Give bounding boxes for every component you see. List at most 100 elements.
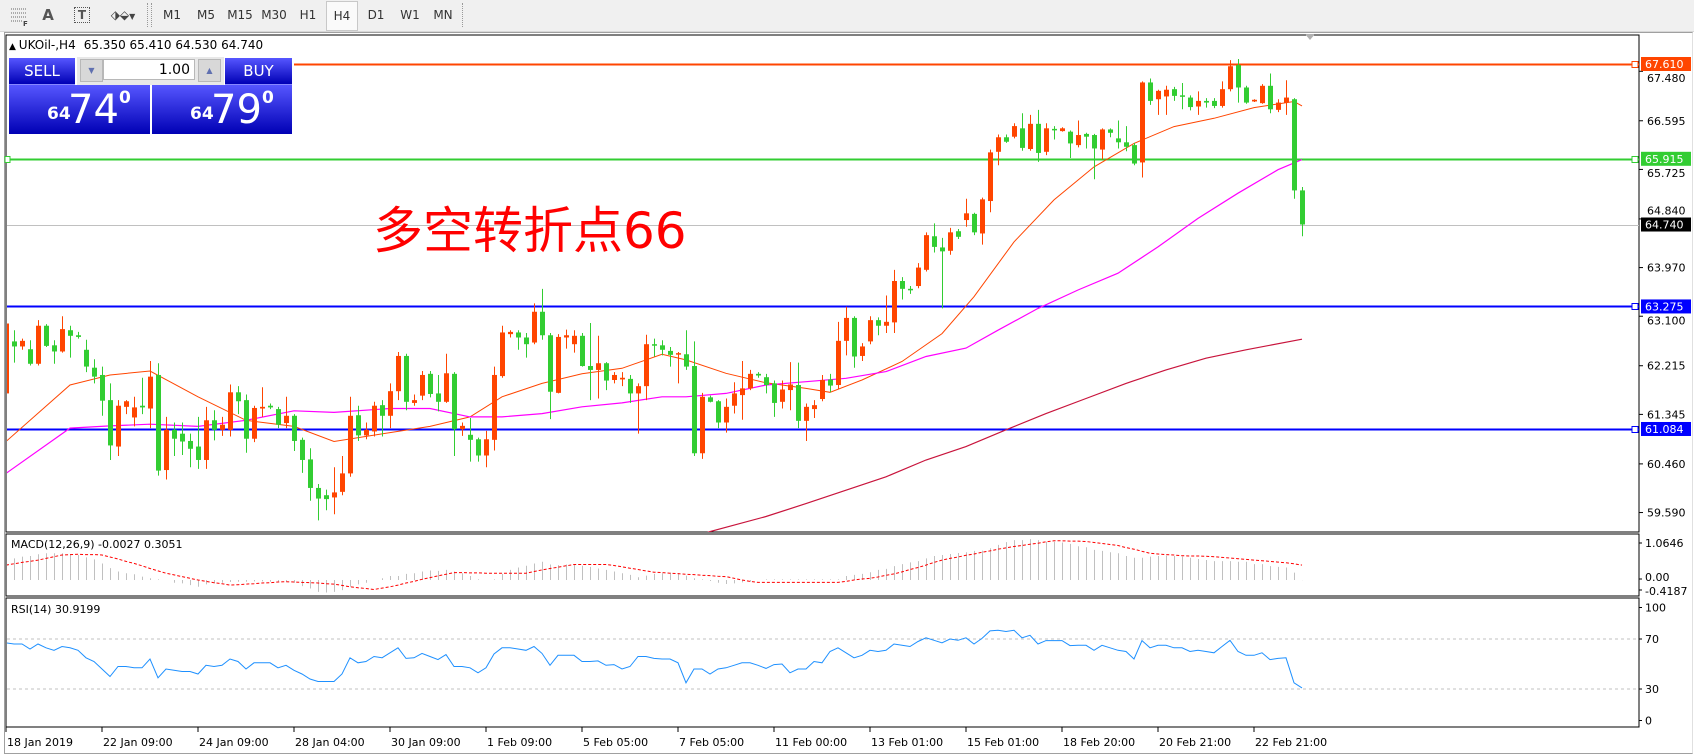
price-tick-label: 63.100 bbox=[1647, 314, 1686, 327]
candle-body bbox=[524, 337, 529, 345]
timeframe-h1[interactable]: H1 bbox=[299, 8, 317, 22]
candle bbox=[1164, 85, 1169, 115]
lot-input[interactable]: 1.00 bbox=[103, 59, 195, 80]
candle bbox=[1236, 58, 1241, 103]
line-handle[interactable] bbox=[1631, 156, 1639, 163]
candle-body bbox=[812, 405, 817, 410]
lot-stepper: ▼ 1.00 ▲ bbox=[77, 57, 224, 85]
buy-button[interactable]: BUY bbox=[225, 58, 292, 85]
line-handle[interactable] bbox=[4, 156, 11, 163]
candle bbox=[1228, 60, 1233, 92]
candle-body bbox=[1076, 135, 1081, 146]
sell-price-sup: 0 bbox=[119, 88, 131, 108]
candle bbox=[228, 384, 233, 437]
candle bbox=[860, 343, 865, 361]
timeframe-mn[interactable]: MN bbox=[433, 8, 453, 22]
candle bbox=[828, 373, 833, 393]
chart-shift-icon[interactable] bbox=[1305, 34, 1315, 40]
timeframe-d1[interactable]: D1 bbox=[367, 8, 385, 22]
line-handle[interactable] bbox=[1631, 303, 1639, 310]
candle-body bbox=[772, 383, 777, 403]
text-label-icon[interactable]: T bbox=[72, 4, 92, 26]
candle bbox=[468, 418, 473, 462]
candle bbox=[1060, 127, 1065, 132]
rsi-axis-label: 70 bbox=[1645, 633, 1659, 646]
sell-price-button[interactable]: 64 74 0 bbox=[9, 85, 150, 134]
price-tick-label: 61.345 bbox=[1647, 408, 1686, 421]
timeframe-h4[interactable]: H4 bbox=[326, 1, 358, 31]
price-tick-label: 63.970 bbox=[1647, 262, 1686, 275]
candle-body bbox=[580, 335, 585, 367]
text-icon[interactable]: A bbox=[42, 6, 54, 24]
fibonacci-grid-icon[interactable]: F bbox=[6, 4, 32, 28]
candle bbox=[548, 333, 553, 420]
candle-body bbox=[676, 353, 681, 355]
candle bbox=[772, 380, 777, 417]
candle-body bbox=[7, 323, 9, 394]
arrows-icon[interactable]: ⬗⬙▼ bbox=[104, 4, 142, 26]
candle-body bbox=[220, 424, 225, 430]
toolbar-grip[interactable] bbox=[151, 3, 152, 27]
time-label: 11 Feb 00:00 bbox=[775, 736, 847, 749]
candle-body bbox=[292, 415, 297, 441]
chevron-down-icon[interactable]: ▼ bbox=[129, 12, 136, 21]
candle-body bbox=[1156, 90, 1161, 100]
candle-body bbox=[12, 341, 17, 347]
line-handle[interactable] bbox=[1631, 61, 1639, 68]
candle-body bbox=[868, 320, 873, 342]
timeframe-m1[interactable]: M1 bbox=[163, 8, 181, 22]
timeframe-m15[interactable]: M15 bbox=[227, 8, 253, 22]
candle bbox=[900, 277, 905, 300]
candle-body bbox=[1172, 89, 1177, 96]
candle bbox=[292, 414, 297, 452]
price-level-label: 64.740 bbox=[1645, 219, 1684, 232]
lot-decrease-button[interactable]: ▼ bbox=[80, 59, 103, 82]
price-tick-label: 62.215 bbox=[1647, 360, 1686, 373]
timeframe-m30[interactable]: M30 bbox=[261, 8, 287, 22]
candle-body bbox=[788, 384, 793, 391]
candle-body bbox=[820, 379, 825, 400]
price-tick-label: 66.595 bbox=[1647, 115, 1686, 128]
candle-body bbox=[572, 335, 577, 345]
candle bbox=[92, 359, 97, 384]
candle bbox=[132, 396, 137, 427]
sell-price-small: 64 bbox=[47, 104, 71, 124]
lot-increase-button[interactable]: ▲ bbox=[198, 59, 221, 82]
timeframe-m5[interactable]: M5 bbox=[197, 8, 215, 22]
price-level-label: 61.084 bbox=[1645, 423, 1684, 436]
candle bbox=[196, 416, 201, 469]
candle bbox=[108, 383, 113, 460]
candle bbox=[36, 320, 41, 366]
buy-price-small: 64 bbox=[190, 104, 214, 124]
candle bbox=[804, 403, 809, 441]
candle bbox=[644, 334, 649, 401]
candle bbox=[564, 329, 569, 349]
candle bbox=[668, 346, 673, 367]
candle bbox=[796, 362, 801, 429]
buy-price-button[interactable]: 64 79 0 bbox=[152, 85, 292, 134]
rsi-axis-label: 100 bbox=[1645, 602, 1666, 615]
price-level-badge bbox=[1641, 217, 1691, 232]
candle bbox=[604, 362, 609, 391]
candle bbox=[740, 360, 745, 420]
candle-body bbox=[1180, 95, 1185, 97]
timeframe-w1[interactable]: W1 bbox=[400, 8, 420, 22]
candle bbox=[1052, 126, 1057, 140]
candle-body bbox=[828, 379, 833, 386]
line-handle[interactable] bbox=[1631, 426, 1639, 433]
candle bbox=[908, 286, 913, 294]
time-label: 22 Feb 21:00 bbox=[1255, 736, 1327, 749]
annotation-text: 多空转折点66 bbox=[373, 202, 687, 260]
sell-label: SELL bbox=[24, 62, 60, 80]
candle-body bbox=[540, 311, 545, 336]
candle-body bbox=[612, 374, 617, 380]
candle bbox=[236, 386, 241, 415]
candle bbox=[1244, 85, 1249, 104]
candle bbox=[76, 331, 81, 339]
candle bbox=[52, 340, 57, 364]
candle bbox=[340, 456, 345, 496]
sell-button[interactable]: SELL bbox=[9, 58, 75, 85]
candle bbox=[676, 352, 681, 384]
candle bbox=[1292, 98, 1297, 199]
